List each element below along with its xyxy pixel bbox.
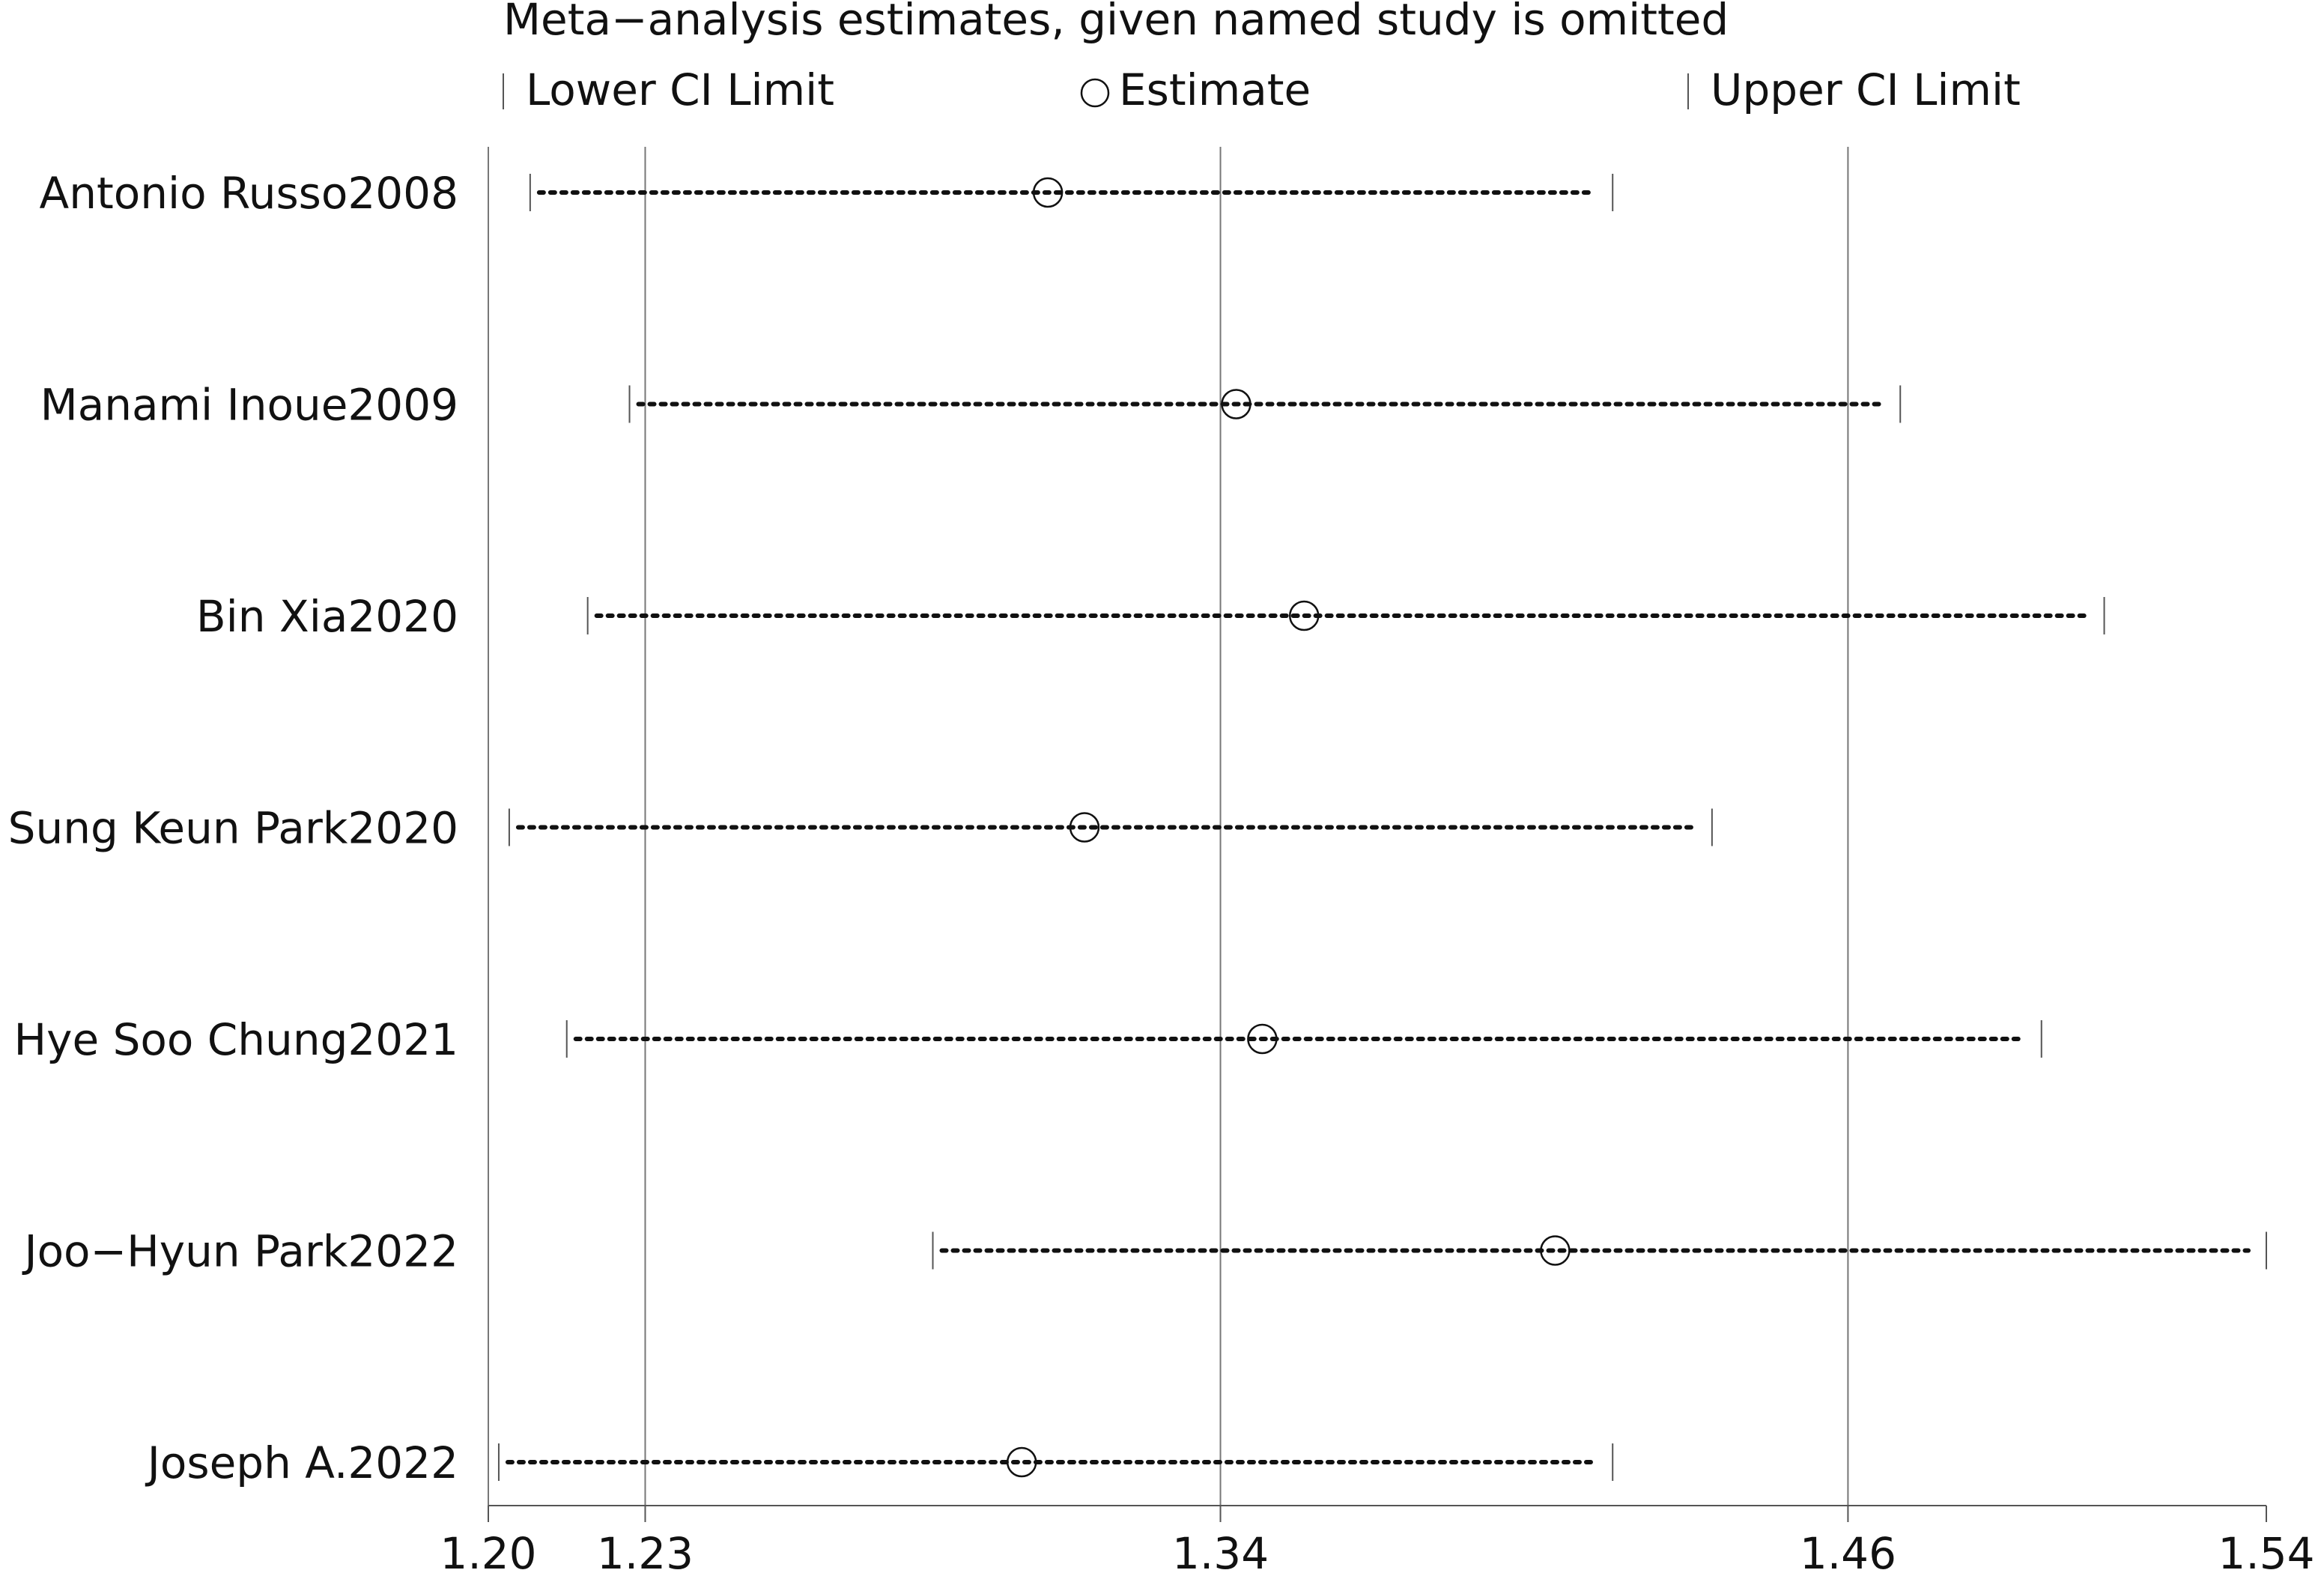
study-row: Sung Keun Park2020 (8, 803, 1713, 854)
estimate-marker (1006, 1446, 1037, 1478)
x-tick-label-4: 1.54 (2218, 1528, 2314, 1579)
chart-title: Meta−analysis estimates, given named stu… (503, 0, 1729, 45)
estimate-marker (1247, 1023, 1278, 1055)
study-rows: Antonio Russo2008 Manami Inoue2009 Bin Xia… (8, 168, 2267, 1488)
study-row: Antonio Russo2008 (40, 168, 1614, 219)
x-tick-label-3: 1.46 (1800, 1528, 1896, 1579)
legend: Lower CI Limit Estimate Upper CI Limit (503, 64, 2021, 115)
estimate-marker (1069, 812, 1100, 843)
study-row: Hye Soo Chung2021 (14, 1014, 2042, 1065)
estimate-marker (1032, 177, 1064, 208)
study-row: Joo−Hyun Park2022 (22, 1226, 2267, 1277)
legend-lower-label: Lower CI Limit (526, 64, 834, 115)
estimate-marker (1221, 389, 1251, 419)
x-tick-label-1: 1.23 (597, 1528, 694, 1579)
x-tick-label-2: 1.34 (1172, 1528, 1269, 1579)
x-axis: 1.20 1.23 1.34 1.46 1.54 (440, 1505, 2315, 1579)
study-label: Antonio Russo2008 (40, 168, 458, 219)
legend-upper-label: Upper CI Limit (1711, 64, 2021, 115)
study-label: Hye Soo Chung2021 (14, 1014, 458, 1065)
study-row: Bin Xia2020 (196, 591, 2105, 642)
legend-estimate-label: Estimate (1119, 64, 1311, 115)
study-label: Sung Keun Park2020 (8, 803, 458, 854)
estimate-marker (1540, 1235, 1571, 1266)
estimate-marker (1288, 600, 1320, 631)
study-row: Joseph A.2022 (145, 1437, 1614, 1488)
legend-estimate-marker (1080, 78, 1110, 108)
study-row: Manami Inoue2009 (40, 380, 1902, 431)
x-tick-label-0: 1.20 (440, 1528, 536, 1579)
study-label: Joseph A.2022 (145, 1437, 458, 1488)
study-label: Bin Xia2020 (196, 591, 458, 642)
study-label: Joo−Hyun Park2022 (22, 1226, 458, 1277)
study-label: Manami Inoue2009 (40, 380, 458, 431)
